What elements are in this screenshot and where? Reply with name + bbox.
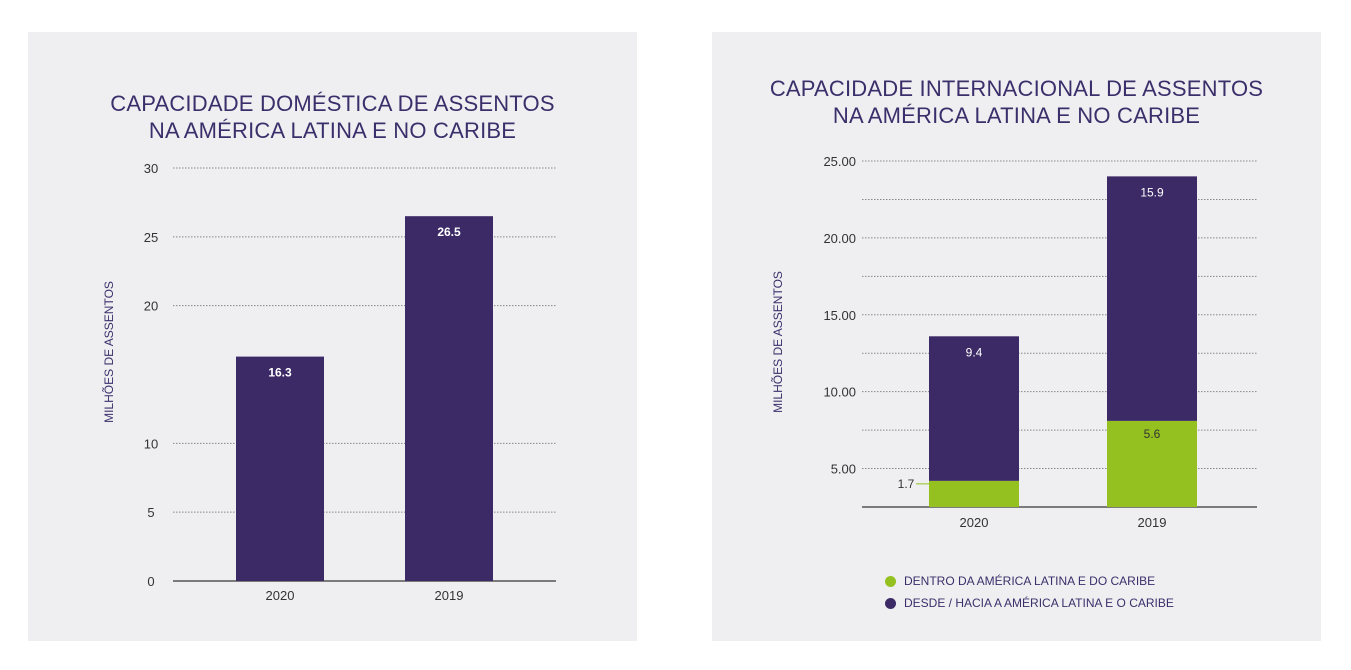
y-tick-label: 15.00 [823, 308, 856, 323]
y-tick-label: 10.00 [823, 385, 856, 400]
chart-title-line-1: CAPACIDADE DOMÉSTICA DE ASSENTOS [110, 91, 555, 116]
y-tick-label: 25 [144, 230, 158, 245]
y-tick-label: 0 [147, 574, 154, 589]
y-tick-label: 10 [144, 436, 158, 451]
legend-label: DESDE / HACIA A AMÉRICA LATINA E O CARIB… [904, 596, 1174, 610]
chart-title-line-1: CAPACIDADE INTERNACIONAL DE ASSENTOS [769, 76, 1264, 101]
y-tick-label: 20 [144, 299, 158, 314]
legend-label: DENTRO DA AMÉRICA LATINA E DO CARIBE [904, 574, 1156, 588]
y-tick-label: 5.00 [831, 462, 856, 477]
legend-item-desde: DESDE / HACIA A AMÉRICA LATINA E O CARIB… [885, 592, 1174, 614]
y-tick-label: 30 [144, 161, 158, 176]
data-label: 9.4 [966, 345, 983, 359]
legend: DENTRO DA AMÉRICA LATINA E DO CARIBE DES… [885, 570, 1174, 614]
chart-title-line-2: NA AMÉRICA LATINA E NO CARIBE [832, 103, 1201, 128]
chart-title: CAPACIDADE DOMÉSTICA DE ASSENTOS NA AMÉR… [28, 90, 637, 144]
legend-swatch-purple [885, 597, 896, 609]
chart-title-line-2: NA AMÉRICA LATINA E NO CARIBE [148, 118, 517, 143]
data-label: 26.5 [437, 225, 461, 239]
data-label: 16.3 [268, 366, 292, 380]
data-label: 15.9 [1140, 185, 1164, 199]
x-tick-label: 2020 [960, 515, 989, 530]
domestic-capacity-chart: 0 5 10 20 25 30 16.3 2020 26.5 2019 MILHÕES DE ASS… [101, 161, 556, 603]
chart-title: CAPACIDADE INTERNACIONAL DE ASSENTOS NA … [712, 75, 1321, 129]
bar-segment-dentro [1107, 420, 1197, 507]
y-axis-label: MILHÕES DE ASSENTOS [101, 281, 116, 423]
y-axis-label: MILHÕES DE ASSENTOS [770, 271, 785, 413]
x-tick-label: 2019 [1138, 515, 1167, 530]
bar [236, 356, 324, 581]
y-tick-label: 20.00 [823, 231, 856, 246]
y-tick-label: 5 [147, 505, 154, 520]
domestic-capacity-panel: CAPACIDADE DOMÉSTICA DE ASSENTOS NA AMÉR… [28, 32, 637, 641]
international-capacity-chart: 5.00 10.00 15.00 20.00 25.00 9.4 2020 1.7 15.9 20… [770, 154, 1257, 530]
bar [405, 216, 493, 581]
x-tick-label: 2020 [266, 588, 295, 603]
bar-segment-desde [929, 336, 1019, 481]
data-label: 1.7 [898, 477, 915, 491]
legend-swatch-green [885, 575, 896, 587]
bar-segment-desde [1107, 176, 1197, 421]
x-tick-label: 2019 [435, 588, 464, 603]
y-tick-label: 25.00 [823, 154, 856, 169]
data-label: 5.6 [1144, 427, 1161, 441]
legend-item-dentro: DENTRO DA AMÉRICA LATINA E DO CARIBE [885, 570, 1174, 592]
bar-segment-dentro [929, 480, 1019, 507]
international-capacity-panel: CAPACIDADE INTERNACIONAL DE ASSENTOS NA … [712, 32, 1321, 641]
